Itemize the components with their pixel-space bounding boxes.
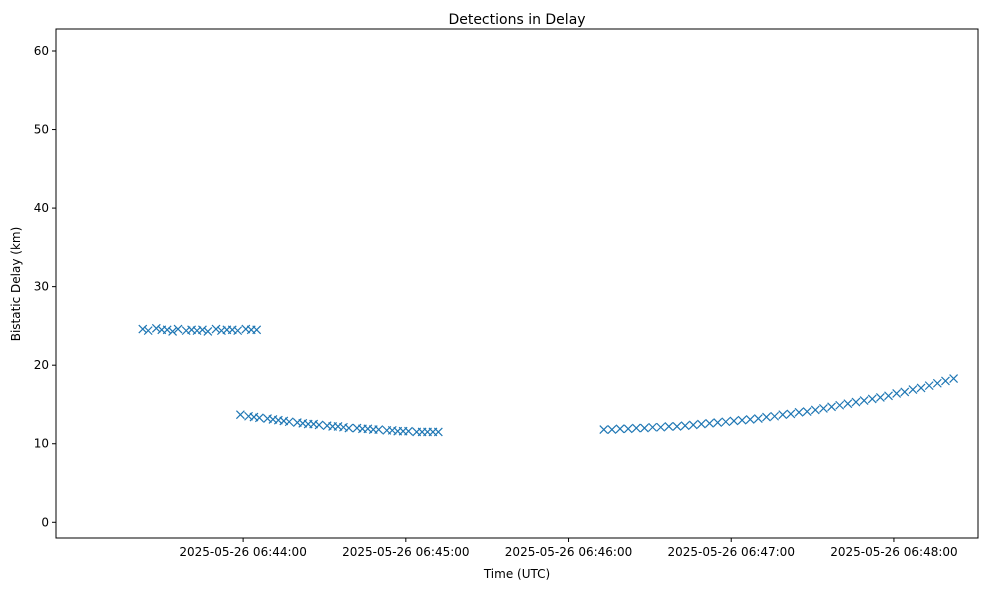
data-point <box>932 378 942 388</box>
data-point <box>924 381 934 391</box>
chart-title: Detections in Delay <box>448 12 585 28</box>
data-point <box>404 426 413 436</box>
data-point <box>623 424 633 434</box>
data-point <box>138 324 148 334</box>
data-point <box>916 383 926 393</box>
data-point <box>143 326 153 336</box>
data-point <box>314 420 324 430</box>
data-point <box>599 425 609 435</box>
data-point <box>908 385 918 394</box>
data-point <box>198 325 207 335</box>
data-point <box>235 410 245 420</box>
x-tick-label: 2025-05-26 06:47:00 <box>668 545 795 559</box>
data-point <box>705 418 714 428</box>
data-point <box>762 412 771 422</box>
data-point <box>162 325 172 335</box>
y-tick-label: 0 <box>41 515 49 529</box>
y-tick-label: 40 <box>34 201 49 215</box>
data-point <box>859 396 869 405</box>
data-point <box>949 374 959 383</box>
data-point <box>168 326 178 336</box>
data-point <box>631 423 641 433</box>
data-point <box>344 423 354 433</box>
data-point <box>827 402 836 412</box>
data-point <box>867 394 877 404</box>
data-point <box>374 425 384 435</box>
data-point <box>810 405 820 415</box>
data-point <box>892 389 902 398</box>
x-axis-label: Time (UTC) <box>483 567 550 581</box>
y-tick-label: 30 <box>34 280 49 294</box>
data-point <box>875 392 885 402</box>
plot-frame <box>55 28 979 539</box>
data-point <box>151 323 161 333</box>
data-point <box>211 324 221 334</box>
x-tick-label: 2025-05-26 06:45:00 <box>342 545 469 559</box>
data-point <box>737 415 747 425</box>
data-point <box>770 411 780 421</box>
data-point <box>203 326 213 336</box>
y-tick-label: 50 <box>34 123 49 137</box>
data-point <box>696 419 706 429</box>
data-point <box>941 376 950 386</box>
data-point <box>254 413 264 423</box>
data-point <box>745 414 755 424</box>
y-tick-label: 20 <box>34 358 49 372</box>
y-tick-label: 10 <box>34 437 49 451</box>
data-point <box>900 387 910 397</box>
x-tick-label: 2025-05-26 06:44:00 <box>179 545 306 559</box>
data-point <box>173 324 183 334</box>
data-point <box>252 325 262 335</box>
data-markers <box>138 323 959 437</box>
y-axis-ticks: 0 10 20 30 40 50 60 <box>34 44 56 529</box>
data-point <box>794 407 804 417</box>
data-point <box>843 399 853 409</box>
data-point <box>615 424 625 434</box>
data-point <box>713 418 723 427</box>
data-point <box>819 403 828 413</box>
data-point <box>835 400 845 410</box>
data-point <box>648 422 658 432</box>
data-point <box>802 407 812 416</box>
y-axis-label: Bistatic Delay (km) <box>9 227 23 342</box>
data-point <box>721 417 731 427</box>
data-point <box>884 391 893 401</box>
data-point <box>680 421 690 431</box>
data-point <box>656 422 666 432</box>
data-point <box>729 416 739 426</box>
data-point <box>233 326 243 336</box>
data-point <box>778 410 788 420</box>
x-tick-label: 2025-05-26 06:46:00 <box>505 545 632 559</box>
y-tick-label: 60 <box>34 44 49 58</box>
data-point <box>851 397 861 407</box>
data-point <box>688 420 698 430</box>
data-point <box>284 417 294 427</box>
data-point <box>753 414 763 424</box>
data-point <box>672 422 682 431</box>
x-tick-label: 2025-05-26 06:48:00 <box>830 545 957 559</box>
data-point <box>640 423 649 433</box>
data-point <box>664 422 674 431</box>
x-axis-ticks: 2025-05-26 06:44:00 2025-05-26 06:45:00 20… <box>179 538 958 559</box>
data-point <box>786 409 796 419</box>
data-point <box>607 425 617 435</box>
data-point <box>433 427 443 437</box>
